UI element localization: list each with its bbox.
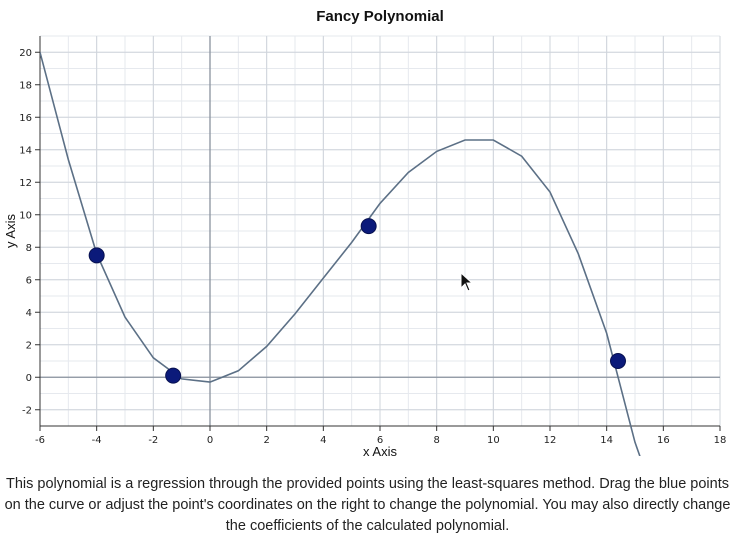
x-tick-label: 8 xyxy=(433,435,439,446)
y-tick-label: 16 xyxy=(19,113,32,124)
draggable-point-3[interactable] xyxy=(360,218,377,235)
x-tick-label: 16 xyxy=(657,435,670,446)
x-tick-label: 0 xyxy=(207,435,213,446)
y-tick-label: 14 xyxy=(19,145,32,156)
draggable-point-4[interactable] xyxy=(610,353,626,369)
y-tick-label: 18 xyxy=(19,80,32,91)
y-tick-label: 4 xyxy=(26,308,32,319)
chart-description: This polynomial is a regression through … xyxy=(4,476,731,534)
mouse-cursor-icon xyxy=(460,272,474,292)
y-tick-label: 12 xyxy=(19,178,32,189)
x-tick-label: 10 xyxy=(487,435,500,446)
y-tick-label: -2 xyxy=(22,405,32,416)
polynomial-curve xyxy=(40,52,641,456)
x-tick-label: 18 xyxy=(714,435,727,446)
x-tick-label: 4 xyxy=(320,435,326,446)
x-tick-label: 2 xyxy=(263,435,269,446)
chart-svg: -6 -4 -2 0 2 4 6 8 10 12 14 16 18 -2 0 2 4 6 8 10 12 14 16 18 20… xyxy=(3,8,727,459)
x-tick-label: -2 xyxy=(148,435,158,446)
draggable-point-1[interactable] xyxy=(88,247,105,264)
y-tick-label: 0 xyxy=(26,373,32,384)
x-axis-label: x Axis xyxy=(363,444,397,459)
draggable-point-2[interactable] xyxy=(165,367,182,384)
y-tick-label: 8 xyxy=(26,243,32,254)
chart: -6 -4 -2 0 2 4 6 8 10 12 14 16 18 -2 0 2 4 6 8 10 12 14 16 18 20… xyxy=(3,8,727,459)
y-tick-label: 20 xyxy=(19,48,32,59)
chart-title: Fancy Polynomial xyxy=(316,8,444,25)
x-tick-label: -4 xyxy=(92,435,102,446)
x-tick-label: 12 xyxy=(544,435,557,446)
x-tick-label: 6 xyxy=(377,435,383,446)
y-axis-label: y Axis xyxy=(3,214,18,248)
y-tick-label: 10 xyxy=(19,210,32,221)
x-tick-label: -6 xyxy=(35,435,45,446)
y-tick-label: 2 xyxy=(26,340,32,351)
y-tick-label: 6 xyxy=(26,275,32,286)
x-tick-label: 14 xyxy=(600,435,613,446)
